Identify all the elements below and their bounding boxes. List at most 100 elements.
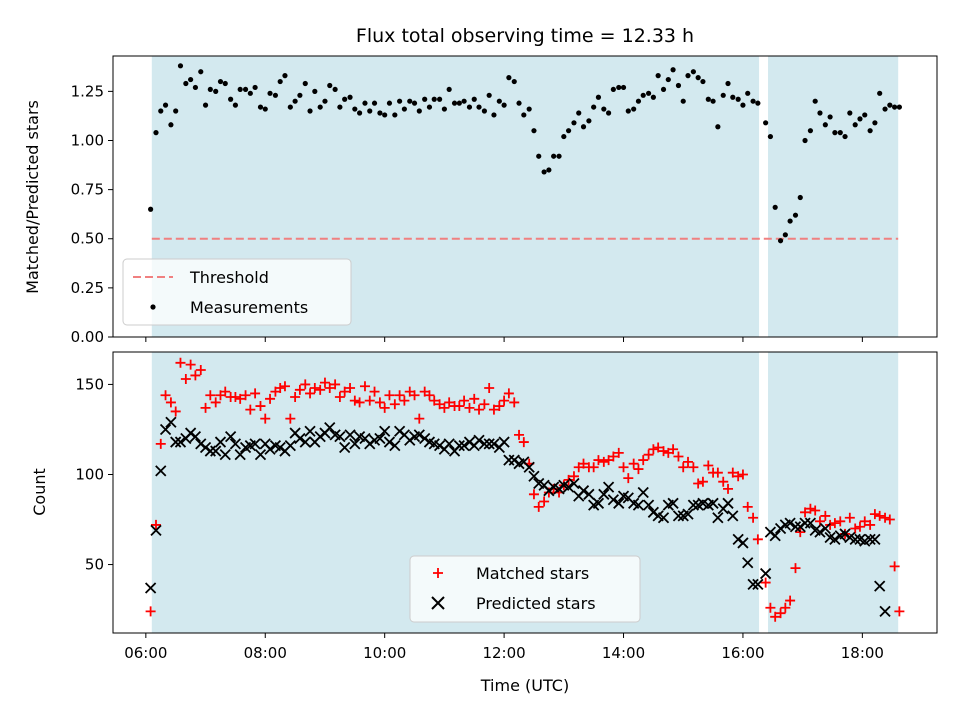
matched-star-point	[727, 467, 738, 478]
predicted-star-point	[299, 436, 311, 448]
matched-star-point	[210, 397, 221, 408]
matched-star-point	[865, 519, 876, 530]
measurement-point	[337, 104, 343, 110]
measurement-point	[501, 102, 507, 108]
legend-predicted-swatch	[431, 596, 445, 610]
matched-star-point	[765, 602, 776, 613]
measurement-point	[852, 122, 858, 128]
matched-star-point	[800, 507, 811, 518]
predicted-star-point	[568, 477, 580, 490]
matched-star-point	[752, 534, 763, 545]
measurement-point	[476, 104, 482, 110]
matched-star-point	[479, 399, 490, 410]
predicted-star-point	[874, 580, 886, 592]
measurement-point	[822, 122, 828, 128]
y-tick-label: 0.25	[71, 279, 104, 297]
measurement-point	[228, 96, 234, 102]
matched-star-point	[444, 397, 455, 408]
measurement-point	[377, 110, 383, 116]
predicted-star-point	[374, 432, 386, 445]
matched-star-point	[844, 512, 855, 523]
matched-star-point	[869, 509, 880, 520]
matched-star-point	[155, 438, 166, 449]
measurement-point	[782, 232, 788, 238]
measurement-point	[217, 78, 224, 85]
matched-star-point	[563, 474, 574, 485]
matched-star-point	[319, 377, 330, 388]
measurement-point	[695, 75, 701, 81]
measurement-point	[332, 86, 338, 93]
predicted-star-point	[344, 429, 356, 441]
predicted-star-point	[144, 582, 157, 594]
matched-star-point	[760, 577, 771, 588]
matched-star-point	[324, 383, 335, 394]
measurement-point	[451, 100, 458, 106]
count-panel: 50 100 150 06:00 08:00 10:00 12:00 14:00 16:00 18…	[75, 351, 938, 662]
measurement-point	[188, 76, 194, 83]
observing-interval-shade	[768, 56, 899, 337]
measurement-point	[680, 98, 686, 104]
measurement-point	[551, 153, 557, 159]
matched-star-point	[334, 392, 345, 403]
matched-star-point	[688, 462, 699, 473]
matched-star-point	[533, 501, 544, 512]
matched-star-point	[673, 451, 684, 462]
matched-star-point	[414, 413, 425, 424]
matched-star-point	[628, 458, 639, 469]
predicted-star-point	[602, 481, 615, 493]
measurement-point	[640, 92, 646, 98]
matched-star-point	[339, 386, 350, 397]
predicted-star-point	[334, 431, 346, 443]
matched-star-point	[349, 395, 360, 406]
predicted-star-point	[799, 517, 811, 529]
measurement-point	[347, 94, 353, 100]
matched-star-point	[712, 467, 723, 478]
measurement-point	[705, 96, 711, 102]
predicted-star-point	[804, 517, 817, 529]
measurement-point	[710, 98, 716, 104]
measurement-point	[496, 98, 502, 104]
measurement-point	[591, 104, 597, 110]
matched-star-point	[389, 399, 400, 410]
measurement-point	[173, 108, 179, 114]
measurement-point	[222, 80, 228, 87]
predicted-star-point	[789, 521, 802, 533]
predicted-star-point	[752, 578, 764, 591]
matched-star-point	[874, 510, 885, 521]
matched-star-point	[742, 501, 753, 512]
matched-star-point	[748, 512, 759, 523]
predicted-star-point	[458, 440, 470, 452]
predicted-star-point	[598, 488, 610, 500]
measurement-point	[730, 94, 736, 100]
predicted-star-point	[159, 423, 172, 436]
predicted-star-point	[607, 494, 620, 506]
measurement-point	[745, 90, 751, 96]
measurement-point	[322, 98, 328, 104]
matched-star-point	[459, 395, 470, 406]
measurement-point	[162, 102, 169, 108]
measurement-point	[740, 102, 746, 108]
measurement-point	[213, 88, 219, 94]
predicted-star-point	[294, 432, 306, 445]
legend-predicted-label: Predicted stars	[476, 594, 596, 613]
matched-star-point	[795, 527, 806, 538]
measurement-point	[655, 73, 661, 79]
matched-star-point	[374, 397, 385, 408]
measurement-point	[192, 84, 198, 91]
matched-star-point	[265, 393, 276, 404]
matched-star-point	[315, 384, 326, 395]
measurement-point	[511, 78, 517, 85]
measurement-point	[257, 104, 264, 110]
matched-star-point	[598, 456, 609, 467]
matched-star-point	[379, 402, 390, 413]
measurement-point	[620, 84, 627, 91]
measurement-point	[847, 110, 853, 116]
plot-frame	[112, 351, 938, 634]
measurement-point	[665, 76, 671, 83]
measurement-point	[491, 112, 497, 118]
matched-star-point	[790, 563, 801, 574]
predicted-star-point	[453, 440, 465, 452]
matched-star-point	[539, 496, 550, 507]
measurement-point	[565, 128, 572, 134]
count-legend: Matched stars Predicted stars	[409, 555, 641, 623]
